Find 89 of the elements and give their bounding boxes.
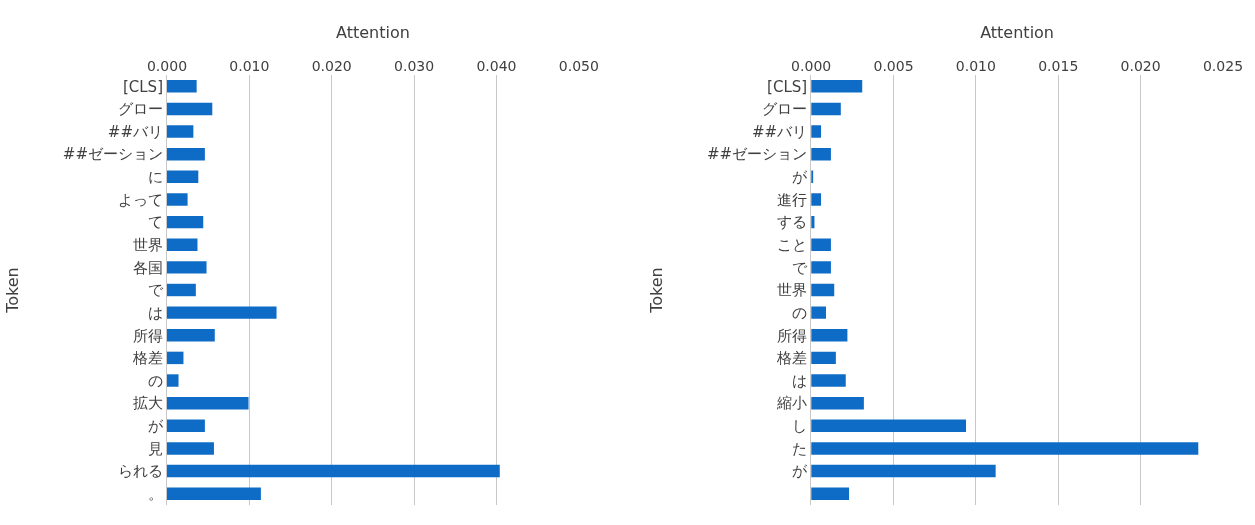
bar xyxy=(811,329,848,342)
bar xyxy=(167,261,207,274)
x-axis-title: Attention xyxy=(980,23,1054,43)
y-tick-label: 所得 xyxy=(133,326,163,345)
bar xyxy=(811,464,996,478)
bar xyxy=(167,215,204,229)
bar xyxy=(167,238,198,251)
bar xyxy=(811,442,1199,455)
bar xyxy=(167,442,214,455)
bar xyxy=(811,419,967,433)
bar xyxy=(811,396,864,410)
y-tick-label: 各国 xyxy=(133,258,163,277)
bar xyxy=(167,283,196,297)
bar xyxy=(167,396,249,410)
y-tick-label: [CLS] xyxy=(767,77,808,96)
bar xyxy=(167,193,188,206)
bar xyxy=(811,487,850,500)
y-tick-label: は xyxy=(148,303,163,322)
y-tick-label: ##ゼーション xyxy=(707,145,808,164)
y-tick-label: する xyxy=(777,213,808,232)
y-axis-title: Token xyxy=(646,267,666,314)
bar xyxy=(167,170,199,184)
bar xyxy=(167,374,179,387)
x-axis-title: Attention xyxy=(336,23,410,43)
x-tick-label: 0.010 xyxy=(955,58,996,75)
bar xyxy=(167,125,194,138)
bar xyxy=(811,102,841,116)
y-tick-label: られる xyxy=(118,462,163,481)
y-tick-label: 世界 xyxy=(133,235,163,254)
y-tick-label: グロー xyxy=(118,100,163,119)
y-tick-label: し xyxy=(792,417,808,436)
y-tick-label: ##バリ xyxy=(752,122,808,141)
bar xyxy=(167,102,213,116)
bar xyxy=(167,487,261,500)
x-tick-label: 0.000 xyxy=(146,58,188,75)
y-tick-label: 格差 xyxy=(776,349,808,368)
y-tick-label: 世界 xyxy=(777,281,808,300)
y-tick-label: で xyxy=(148,281,164,300)
bar xyxy=(811,261,831,274)
bar xyxy=(167,351,184,365)
y-tick-label: た xyxy=(792,439,808,458)
y-tick-label: は xyxy=(792,371,808,390)
bar xyxy=(167,80,197,93)
y-tick-label: 所得 xyxy=(777,326,808,345)
bar xyxy=(167,419,205,433)
bar xyxy=(167,306,277,319)
bar xyxy=(811,238,831,251)
bar xyxy=(811,80,863,93)
y-axis-title: Token xyxy=(2,267,22,314)
y-tick-label: こと xyxy=(777,235,808,254)
y-tick-label: 進行 xyxy=(777,190,808,209)
bar xyxy=(811,351,836,365)
y-tick-label: に xyxy=(148,168,163,187)
y-tick-label: 格差 xyxy=(132,349,163,368)
y-tick-label: 。 xyxy=(148,484,163,503)
x-tick-label: 0.050 xyxy=(558,58,599,75)
bar xyxy=(167,147,205,161)
x-tick-label: 0.015 xyxy=(1038,58,1079,75)
bar xyxy=(811,306,826,319)
y-tick-label: の xyxy=(148,371,163,390)
y-tick-label: が xyxy=(148,417,164,436)
x-tick-label: 0.000 xyxy=(791,58,832,75)
x-tick-label: 0.005 xyxy=(873,58,914,75)
y-tick-label: の xyxy=(792,303,808,322)
y-tick-label: ##バリ xyxy=(107,122,163,141)
y-tick-label: 拡大 xyxy=(133,394,163,413)
bar xyxy=(811,125,822,138)
bar xyxy=(811,374,846,387)
y-tick-label: ##ゼーション xyxy=(62,145,163,164)
y-tick-label: グロー xyxy=(762,100,808,119)
y-tick-label: 縮小 xyxy=(776,394,808,413)
y-tick-label: [CLS] xyxy=(122,77,163,96)
x-tick-label: 0.020 xyxy=(1120,58,1161,75)
bar xyxy=(167,464,500,478)
y-tick-label: よって xyxy=(118,190,163,209)
x-tick-label: 0.020 xyxy=(311,58,352,75)
y-tick-label: で xyxy=(792,258,809,277)
bar xyxy=(811,193,822,206)
y-tick-label: て xyxy=(148,213,163,232)
y-tick-label: 見 xyxy=(148,439,163,458)
x-tick-label: 0.025 xyxy=(1202,58,1244,75)
bar xyxy=(167,329,215,342)
x-tick-label: 0.010 xyxy=(229,58,270,75)
x-tick-label: 0.040 xyxy=(476,58,517,75)
x-tick-label: 0.030 xyxy=(394,58,435,75)
y-tick-label: が xyxy=(792,462,809,481)
bar xyxy=(811,283,835,297)
bar xyxy=(811,147,831,161)
y-tick-label: が xyxy=(792,168,809,187)
